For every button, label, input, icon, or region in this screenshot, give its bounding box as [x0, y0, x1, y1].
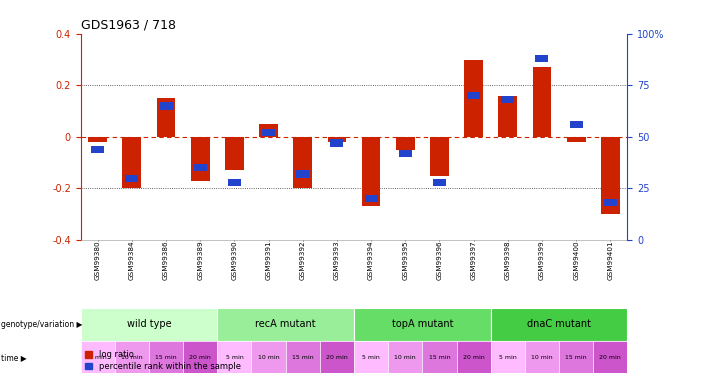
- Bar: [286, 341, 320, 373]
- Text: GSM99384: GSM99384: [129, 240, 135, 280]
- Bar: [433, 178, 446, 186]
- Text: wild type: wild type: [127, 320, 171, 329]
- Text: dnaC mutant: dnaC mutant: [527, 320, 591, 329]
- Text: 5 min: 5 min: [499, 355, 517, 360]
- Text: 15 min: 15 min: [428, 355, 450, 360]
- Text: GSM99395: GSM99395: [402, 240, 408, 280]
- Text: GSM99393: GSM99393: [334, 240, 340, 280]
- Bar: [365, 195, 378, 202]
- Text: recA mutant: recA mutant: [255, 320, 316, 329]
- Text: GSM99396: GSM99396: [437, 240, 442, 280]
- Text: 10 min: 10 min: [258, 355, 280, 360]
- Text: GDS1963 / 718: GDS1963 / 718: [81, 18, 176, 31]
- Bar: [320, 341, 354, 373]
- Text: 10 min: 10 min: [121, 355, 143, 360]
- Bar: [115, 341, 149, 373]
- Text: 15 min: 15 min: [155, 355, 177, 360]
- Text: 5 min: 5 min: [362, 355, 380, 360]
- Text: 15 min: 15 min: [292, 355, 313, 360]
- Text: 20 min: 20 min: [326, 355, 348, 360]
- Bar: [533, 67, 552, 137]
- Text: GSM99391: GSM99391: [266, 240, 271, 280]
- Bar: [330, 140, 343, 147]
- Bar: [422, 341, 456, 373]
- Text: GSM99392: GSM99392: [300, 240, 306, 280]
- Text: 5 min: 5 min: [226, 355, 243, 360]
- Bar: [191, 137, 210, 181]
- Text: 15 min: 15 min: [565, 355, 587, 360]
- Bar: [327, 137, 346, 142]
- Text: 20 min: 20 min: [463, 355, 484, 360]
- Bar: [456, 341, 491, 373]
- Text: 10 min: 10 min: [395, 355, 416, 360]
- Bar: [125, 174, 138, 182]
- Bar: [217, 308, 354, 341]
- Bar: [354, 308, 491, 341]
- Bar: [160, 102, 172, 110]
- Bar: [91, 146, 104, 153]
- Bar: [388, 341, 422, 373]
- Text: GSM99394: GSM99394: [368, 240, 374, 280]
- Bar: [149, 341, 183, 373]
- Bar: [228, 178, 241, 186]
- Bar: [430, 137, 449, 176]
- Bar: [501, 96, 515, 104]
- Bar: [262, 129, 275, 136]
- Text: 20 min: 20 min: [189, 355, 211, 360]
- Bar: [593, 341, 627, 373]
- Bar: [293, 137, 312, 188]
- Bar: [399, 150, 411, 157]
- Text: GSM99397: GSM99397: [470, 240, 477, 280]
- Bar: [601, 137, 620, 214]
- Bar: [559, 341, 593, 373]
- Bar: [259, 124, 278, 137]
- Text: GSM99389: GSM99389: [197, 240, 203, 280]
- Bar: [354, 341, 388, 373]
- Bar: [81, 341, 115, 373]
- Bar: [498, 96, 517, 137]
- Text: GSM99380: GSM99380: [95, 240, 101, 280]
- Bar: [123, 137, 142, 188]
- Bar: [536, 55, 548, 62]
- Bar: [88, 137, 107, 142]
- Text: 20 min: 20 min: [599, 355, 621, 360]
- Text: 5 min: 5 min: [89, 355, 107, 360]
- Bar: [491, 341, 525, 373]
- Legend: log ratio, percentile rank within the sample: log ratio, percentile rank within the sa…: [85, 350, 241, 371]
- Text: GSM99390: GSM99390: [231, 240, 238, 280]
- Bar: [604, 199, 617, 207]
- Text: GSM99401: GSM99401: [607, 240, 613, 280]
- Bar: [464, 60, 483, 137]
- Text: time ▶: time ▶: [1, 352, 27, 362]
- Text: GSM99398: GSM99398: [505, 240, 511, 280]
- Bar: [570, 121, 583, 128]
- Bar: [467, 92, 480, 99]
- Bar: [396, 137, 415, 150]
- Text: GSM99400: GSM99400: [573, 240, 579, 280]
- Text: topA mutant: topA mutant: [392, 320, 453, 329]
- Text: GSM99399: GSM99399: [539, 240, 545, 280]
- Bar: [225, 137, 244, 170]
- Bar: [566, 137, 585, 142]
- Bar: [362, 137, 381, 207]
- Bar: [156, 98, 175, 137]
- Bar: [297, 170, 309, 178]
- Text: 10 min: 10 min: [531, 355, 553, 360]
- Bar: [217, 341, 252, 373]
- Bar: [252, 341, 286, 373]
- Bar: [183, 341, 217, 373]
- Text: GSM99386: GSM99386: [163, 240, 169, 280]
- Bar: [525, 341, 559, 373]
- Text: genotype/variation ▶: genotype/variation ▶: [1, 320, 82, 329]
- Bar: [193, 164, 207, 171]
- Bar: [491, 308, 627, 341]
- Bar: [81, 308, 217, 341]
